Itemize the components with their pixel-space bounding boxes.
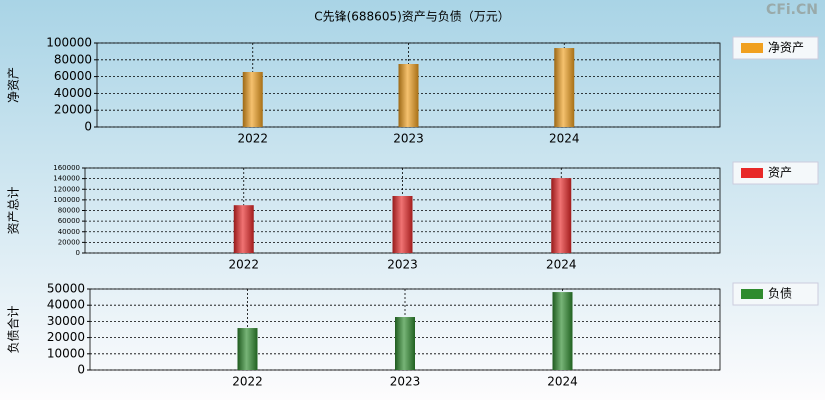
y-tick-label: 0 xyxy=(84,120,92,134)
bar xyxy=(395,317,415,370)
legend-label: 净资产 xyxy=(768,41,804,55)
y-axis-label: 资产总计 xyxy=(7,186,21,234)
x-tick-label: 2022 xyxy=(237,132,268,146)
y-tick-label: 20000 xyxy=(58,238,80,246)
x-tick-label: 2024 xyxy=(547,375,578,389)
bar xyxy=(552,292,573,370)
x-tick-label: 2023 xyxy=(390,375,421,389)
y-tick-label: 20000 xyxy=(47,330,85,344)
y-tick-label: 50000 xyxy=(47,282,85,296)
y-tick-label: 80000 xyxy=(54,52,92,66)
y-axis-label: 净资产 xyxy=(7,67,21,103)
y-axis-label: 负债合计 xyxy=(6,305,21,353)
y-tick-label: 120000 xyxy=(53,185,80,193)
bar xyxy=(237,328,258,370)
y-tick-label: 40000 xyxy=(47,298,85,312)
legend-label: 资产 xyxy=(768,166,792,180)
y-tick-label: 60000 xyxy=(54,69,92,83)
x-tick-label: 2023 xyxy=(393,132,424,146)
y-tick-label: 10000 xyxy=(47,346,85,360)
watermark: CFi.CN xyxy=(766,2,818,18)
y-tick-label: 100000 xyxy=(53,196,80,204)
bar xyxy=(554,48,575,127)
legend-swatch xyxy=(741,168,763,178)
x-tick-label: 2022 xyxy=(228,258,259,272)
y-tick-label: 100000 xyxy=(46,36,92,50)
y-tick-label: 0 xyxy=(77,363,85,377)
bar xyxy=(398,64,419,127)
legend-swatch xyxy=(741,289,763,299)
y-tick-label: 40000 xyxy=(58,228,80,236)
x-tick-label: 2022 xyxy=(232,375,263,389)
x-tick-label: 2023 xyxy=(387,258,418,272)
y-tick-label: 140000 xyxy=(53,175,80,183)
bar xyxy=(233,205,254,253)
y-tick-label: 30000 xyxy=(47,314,85,328)
y-tick-label: 160000 xyxy=(53,164,80,172)
y-tick-label: 20000 xyxy=(54,103,92,117)
y-tick-label: 80000 xyxy=(58,207,80,215)
bar xyxy=(551,178,572,253)
bar xyxy=(242,71,263,127)
legend-box xyxy=(732,161,819,185)
legend-box xyxy=(732,282,819,306)
y-tick-label: 40000 xyxy=(54,86,92,100)
x-tick-label: 2024 xyxy=(549,132,580,146)
legend-swatch xyxy=(741,43,763,53)
chart-title: C先锋(688605)资产与负债（万元） xyxy=(314,10,510,24)
legend-label: 负债 xyxy=(768,287,792,301)
x-tick-label: 2024 xyxy=(546,258,577,272)
bar xyxy=(392,195,413,253)
legend-box xyxy=(732,36,819,60)
y-tick-label: 0 xyxy=(76,249,80,257)
y-tick-label: 60000 xyxy=(58,217,80,225)
